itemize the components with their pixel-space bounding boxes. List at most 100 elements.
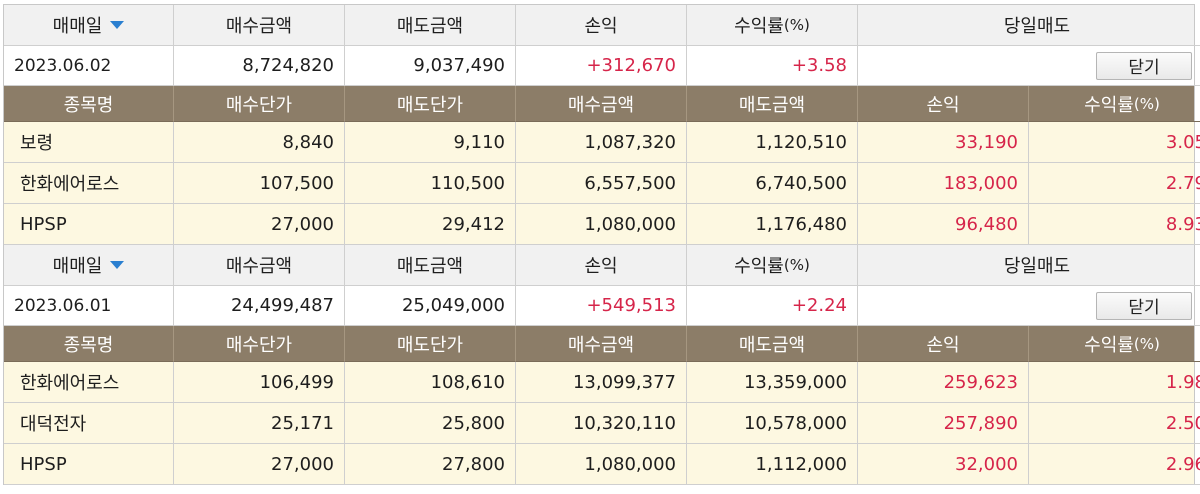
buy-price-header: 매수단가 [174,86,345,122]
return: 1.98 [1029,362,1200,403]
buy-price: 8,840 [174,122,345,163]
sell-price: 9,110 [345,122,516,163]
return: 2.79 [1029,163,1200,204]
detail-sell-amount-header: 매도금액 [687,86,858,122]
date-column-header[interactable]: 매매일 [4,245,174,286]
day-profit: +312,670 [516,46,687,86]
trade-date: 2023.06.02 [4,46,174,86]
profit-header: 손익 [516,5,687,46]
stock-name-header: 종목명 [4,326,174,362]
sell-price: 27,800 [345,444,516,485]
sell-amount: 1,176,480 [687,204,858,245]
stock-row[interactable]: HPSP 27,000 29,412 1,080,000 1,176,480 9… [4,204,1200,245]
close-button[interactable]: 닫기 [1096,51,1192,80]
return-header-label: 수익률 [734,256,784,277]
sell-price: 29,412 [345,204,516,245]
buy-price: 106,499 [174,362,345,403]
buy-amount-header: 매수금액 [174,5,345,46]
stock-row[interactable]: 한화에어로스 106,499 108,610 13,099,377 13,359… [4,362,1200,403]
buy-amount: 1,080,000 [516,444,687,485]
day-summary-row[interactable]: 2023.06.02 8,724,820 9,037,490 +312,670 … [4,46,1200,86]
detail-header-row: 종목명 매수단가 매도단가 매수금액 매도금액 손익 수익률 (%) [4,86,1200,122]
profit: 183,000 [858,163,1029,204]
summary-header-row: 매매일 매수금액 매도금액 손익 수익률 (%) 당일매도 [4,245,1200,286]
day-return: +2.24 [687,286,858,326]
return: 2.50 [1029,403,1200,444]
detail-return-header: 수익률 (%) [1029,326,1200,362]
day-sell-amount: 25,049,000 [345,286,516,326]
buy-amount-header: 매수금액 [174,245,345,286]
trade-history-table: 매매일 매수금액 매도금액 손익 수익률 (%) 당일매도 2023.06.02 … [3,4,1200,485]
stock-name: 대덕전자 [4,403,174,444]
buy-price: 107,500 [174,163,345,204]
close-button[interactable]: 닫기 [1096,291,1192,320]
sort-down-icon[interactable] [110,21,125,29]
return: 2.96 [1029,444,1200,485]
sell-amount: 6,740,500 [687,163,858,204]
sell-amount: 13,359,000 [687,362,858,403]
buy-amount: 1,087,320 [516,122,687,163]
stock-name: 한화에어로스 [4,163,174,204]
day-profit: +549,513 [516,286,687,326]
close-cell: 닫기 [858,286,1200,326]
day-block: 매매일 매수금액 매도금액 손익 수익률 (%) 당일매도 2023.06.02 … [3,4,1200,245]
buy-price-header: 매수단가 [174,326,345,362]
profit-header: 손익 [516,245,687,286]
stock-row[interactable]: 대덕전자 25,171 25,800 10,320,110 10,578,000… [4,403,1200,444]
profit: 259,623 [858,362,1029,403]
profit: 96,480 [858,204,1029,245]
profit: 257,890 [858,403,1029,444]
sell-amount-header: 매도금액 [345,5,516,46]
stock-row[interactable]: 한화에어로스 107,500 110,500 6,557,500 6,740,5… [4,163,1200,204]
same-day-sell-header: 당일매도 [858,5,1200,46]
profit: 33,190 [858,122,1029,163]
buy-price: 25,171 [174,403,345,444]
buy-amount: 10,320,110 [516,403,687,444]
return-header: 수익률 (%) [687,5,858,46]
trade-date: 2023.06.01 [4,286,174,326]
stock-name: HPSP [4,204,174,245]
day-buy-amount: 8,724,820 [174,46,345,86]
buy-price: 27,000 [174,204,345,245]
day-summary-row[interactable]: 2023.06.01 24,499,487 25,049,000 +549,51… [4,286,1200,326]
sell-price: 108,610 [345,362,516,403]
detail-return-unit: (%) [1133,334,1160,353]
return-header: 수익률 (%) [687,245,858,286]
buy-amount: 1,080,000 [516,204,687,245]
summary-header-row: 매매일 매수금액 매도금액 손익 수익률 (%) 당일매도 [4,5,1200,46]
stock-row[interactable]: HPSP 27,000 27,800 1,080,000 1,112,000 3… [4,444,1200,485]
detail-header-row: 종목명 매수단가 매도단가 매수금액 매도금액 손익 수익률 (%) [4,326,1200,362]
stock-name: 보령 [4,122,174,163]
stock-name-header: 종목명 [4,86,174,122]
day-sell-amount: 9,037,490 [345,46,516,86]
detail-profit-header: 손익 [858,86,1029,122]
return-header-unit: (%) [783,16,810,34]
buy-price: 27,000 [174,444,345,485]
detail-return-header: 수익률 (%) [1029,86,1200,122]
same-day-sell-header: 당일매도 [858,245,1200,286]
profit: 32,000 [858,444,1029,485]
date-header-label: 매매일 [52,16,103,37]
date-header-label: 매매일 [52,256,103,277]
stock-row[interactable]: 보령 8,840 9,110 1,087,320 1,120,510 33,19… [4,122,1200,163]
sell-price-header: 매도단가 [345,86,516,122]
sell-price: 110,500 [345,163,516,204]
sell-price: 25,800 [345,403,516,444]
sell-amount: 10,578,000 [687,403,858,444]
detail-return-label: 수익률 [1084,334,1134,356]
buy-amount: 13,099,377 [516,362,687,403]
detail-return-unit: (%) [1133,94,1160,113]
sell-amount-header: 매도금액 [345,245,516,286]
date-column-header[interactable]: 매매일 [4,5,174,46]
sell-amount: 1,112,000 [687,444,858,485]
stock-name: HPSP [4,444,174,485]
close-cell: 닫기 [858,46,1200,86]
day-return: +3.58 [687,46,858,86]
detail-profit-header: 손익 [858,326,1029,362]
sort-down-icon[interactable] [110,261,125,269]
detail-buy-amount-header: 매수금액 [516,86,687,122]
return-header-label: 수익률 [734,16,784,37]
detail-sell-amount-header: 매도금액 [687,326,858,362]
return-header-unit: (%) [783,256,810,274]
day-block: 매매일 매수금액 매도금액 손익 수익률 (%) 당일매도 2023.06.01 … [3,245,1200,485]
